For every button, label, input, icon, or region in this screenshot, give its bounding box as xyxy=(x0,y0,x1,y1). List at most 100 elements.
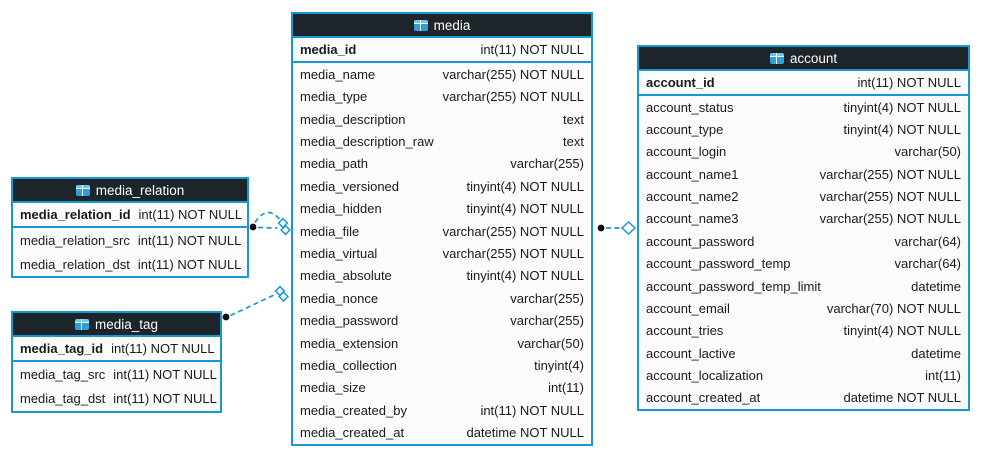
column-name: account_name1 xyxy=(646,166,739,182)
column-name: media_created_at xyxy=(300,425,405,441)
column-type: tinyint(4) NOT NULL xyxy=(466,178,584,194)
table-header-media_relation[interactable]: media_relation xyxy=(13,179,247,203)
column-row[interactable]: media_versioned tinyint(4) NOT NULL xyxy=(293,175,591,197)
column-name: account_name3 xyxy=(646,211,739,227)
column-type: int(11) NOT NULL xyxy=(480,42,584,57)
column-type: varchar(255) xyxy=(510,313,584,329)
primary-key-row[interactable]: media_id int(11) NOT NULL xyxy=(293,38,591,63)
column-name: media_description_raw xyxy=(300,133,434,149)
column-row[interactable]: account_name3 varchar(255) NOT NULL xyxy=(639,208,968,230)
relationship-diamond xyxy=(278,291,289,302)
column-type: int(11) NOT NULL xyxy=(111,341,215,356)
column-row[interactable]: media_tag_src int(11) NOT NULL xyxy=(13,362,220,387)
column-name: media_versioned xyxy=(300,178,400,194)
column-row[interactable]: account_localization int(11) xyxy=(639,364,968,386)
column-row[interactable]: account_name1 varchar(255) NOT NULL xyxy=(639,163,968,185)
column-row[interactable]: account_email varchar(70) NOT NULL xyxy=(639,297,968,319)
column-row[interactable]: account_status tinyint(4) NOT NULL xyxy=(639,96,968,118)
column-type: datetime NOT NULL xyxy=(843,390,961,406)
table-account[interactable]: account account_id int(11) NOT NULL acco… xyxy=(637,45,970,411)
column-row[interactable]: account_name2 varchar(255) NOT NULL xyxy=(639,185,968,207)
column-row[interactable]: account_password_temp_limit datetime xyxy=(639,275,968,297)
column-type: varchar(255) NOT NULL xyxy=(819,166,961,182)
relationship-dot xyxy=(597,224,605,232)
column-row[interactable]: media_relation_src int(11) NOT NULL xyxy=(13,228,247,252)
column-name: account_email xyxy=(646,300,730,316)
column-row[interactable]: account_lactive datetime xyxy=(639,342,968,364)
column-row[interactable]: media_password varchar(255) xyxy=(293,309,591,331)
column-name: media_absolute xyxy=(300,268,392,284)
table-header-account[interactable]: account xyxy=(639,47,968,71)
column-row[interactable]: media_relation_dst int(11) NOT NULL xyxy=(13,252,247,276)
columns-list: account_status tinyint(4) NOT NULL account… xyxy=(639,96,968,409)
column-name: media_relation_id xyxy=(20,207,131,222)
relationship-media-account[interactable] xyxy=(597,220,637,236)
table-media_tag[interactable]: media_tag media_tag_id int(11) NOT NULL … xyxy=(11,311,222,413)
column-name: media_collection xyxy=(300,357,397,373)
column-row[interactable]: media_created_at datetime NOT NULL xyxy=(293,422,591,444)
column-type: int(11) xyxy=(925,367,961,383)
primary-key-row[interactable]: account_id int(11) NOT NULL xyxy=(639,71,968,96)
column-row[interactable]: media_absolute tinyint(4) NOT NULL xyxy=(293,265,591,287)
column-row[interactable]: account_created_at datetime NOT NULL xyxy=(639,387,968,409)
columns-list: media_relation_src int(11) NOT NULL media_… xyxy=(13,228,247,276)
column-type: varchar(70) NOT NULL xyxy=(826,300,961,316)
relationship-media_relation-media[interactable] xyxy=(249,211,291,236)
table-media[interactable]: media media_id int(11) NOT NULL media_na… xyxy=(291,12,593,446)
column-row[interactable]: media_description text xyxy=(293,108,591,130)
table-title: media_relation xyxy=(95,182,185,198)
column-row[interactable]: media_collection tinyint(4) xyxy=(293,354,591,376)
primary-key-row[interactable]: media_relation_id int(11) NOT NULL xyxy=(13,203,247,228)
columns-list: media_tag_src int(11) NOT NULL media_tag_d… xyxy=(13,362,220,411)
column-type: int(11) NOT NULL xyxy=(480,402,584,418)
column-row[interactable]: media_virtual varchar(255) NOT NULL xyxy=(293,242,591,264)
column-name: account_password_temp_limit xyxy=(646,278,821,294)
column-row[interactable]: media_nonce varchar(255) xyxy=(293,287,591,309)
column-row[interactable]: media_path varchar(255) xyxy=(293,153,591,175)
column-name: media_file xyxy=(300,223,360,239)
column-name: account_status xyxy=(646,99,734,115)
column-type: text xyxy=(563,111,584,127)
column-row[interactable]: media_tag_dst int(11) NOT NULL xyxy=(13,387,220,412)
table-icon xyxy=(74,318,89,330)
relationship-dot xyxy=(249,223,257,231)
column-name: media_password xyxy=(300,313,399,329)
column-type: tinyint(4) NOT NULL xyxy=(466,201,584,217)
column-row[interactable]: account_type tinyint(4) NOT NULL xyxy=(639,118,968,140)
column-name: media_virtual xyxy=(300,245,378,261)
column-type: varchar(64) xyxy=(894,233,961,249)
column-type: tinyint(4) xyxy=(534,357,584,373)
table-title: account xyxy=(789,50,838,66)
column-row[interactable]: media_hidden tinyint(4) NOT NULL xyxy=(293,197,591,219)
column-type: int(11) NOT NULL xyxy=(857,75,961,90)
column-type: text xyxy=(563,133,584,149)
column-type: varchar(255) NOT NULL xyxy=(442,245,584,261)
column-row[interactable]: media_description_raw text xyxy=(293,130,591,152)
column-row[interactable]: account_tries tinyint(4) NOT NULL xyxy=(639,320,968,342)
columns-list: media_name varchar(255) NOT NULL media_typ… xyxy=(293,63,591,444)
column-row[interactable]: media_file varchar(255) NOT NULL xyxy=(293,220,591,242)
table-media_relation[interactable]: media_relation media_relation_id int(11)… xyxy=(11,177,249,278)
column-name: media_relation_dst xyxy=(20,256,130,272)
column-type: varchar(50) xyxy=(517,335,584,351)
column-type: varchar(255) NOT NULL xyxy=(442,89,584,105)
column-row[interactable]: media_created_by int(11) NOT NULL xyxy=(293,399,591,421)
relationship-straight-line xyxy=(257,226,278,229)
column-type: datetime NOT NULL xyxy=(466,425,584,441)
column-row[interactable]: media_type varchar(255) NOT NULL xyxy=(293,85,591,107)
column-name: media_tag_dst xyxy=(20,391,106,407)
column-row[interactable]: media_extension varchar(50) xyxy=(293,332,591,354)
column-name: media_relation_src xyxy=(20,232,130,248)
column-name: account_id xyxy=(646,75,715,90)
column-type: int(11) NOT NULL xyxy=(138,207,243,222)
relationship-media_tag-media[interactable] xyxy=(222,285,289,321)
column-row[interactable]: account_login varchar(50) xyxy=(639,141,968,163)
table-header-media_tag[interactable]: media_tag xyxy=(13,313,220,337)
table-header-media[interactable]: media xyxy=(293,14,591,38)
column-type: datetime xyxy=(911,278,961,294)
primary-key-row[interactable]: media_tag_id int(11) NOT NULL xyxy=(13,337,220,362)
column-row[interactable]: media_size int(11) xyxy=(293,377,591,399)
column-row[interactable]: media_name varchar(255) NOT NULL xyxy=(293,63,591,85)
column-row[interactable]: account_password varchar(64) xyxy=(639,230,968,252)
column-row[interactable]: account_password_temp varchar(64) xyxy=(639,253,968,275)
